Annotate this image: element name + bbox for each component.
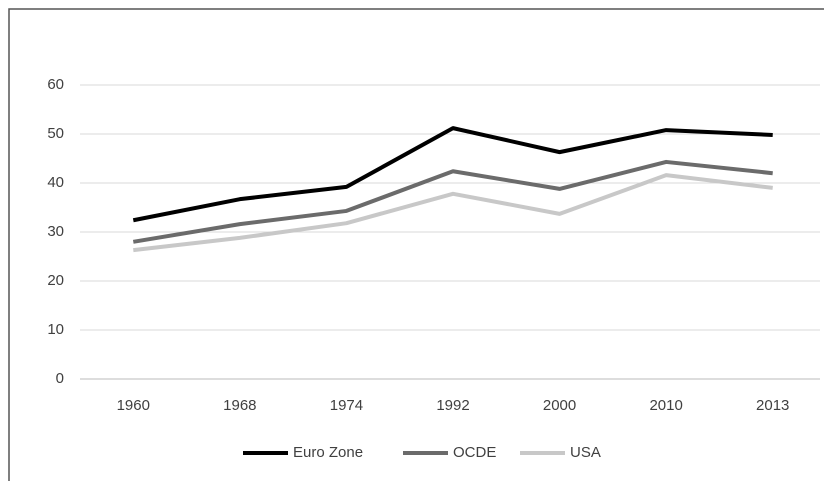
- y-tick-label: 20: [47, 272, 64, 289]
- legend-label: Euro Zone: [293, 444, 363, 461]
- legend-label: OCDE: [453, 444, 496, 461]
- x-tick-label: 1992: [436, 397, 469, 414]
- line: [132, 159, 773, 244]
- x-tick-label: 1960: [117, 397, 150, 414]
- y-tick-label: 0: [56, 370, 64, 387]
- frame: [8, 8, 824, 481]
- line: [132, 126, 773, 223]
- legend-label: USA: [570, 444, 601, 461]
- x-tick-label: 1968: [223, 397, 256, 414]
- x-tick-label: 1974: [330, 397, 363, 414]
- x-tick-label: 2010: [649, 397, 682, 414]
- y-tick-label: 60: [47, 76, 64, 93]
- x-tick-label: 2013: [756, 397, 789, 414]
- line: [133, 173, 773, 253]
- y-tick-label: 40: [47, 174, 64, 191]
- x-tick-label: 2000: [543, 397, 576, 414]
- y-tick-label: 50: [47, 125, 64, 142]
- y-tick-label: 30: [47, 223, 64, 240]
- y-tick-label: 10: [47, 321, 64, 338]
